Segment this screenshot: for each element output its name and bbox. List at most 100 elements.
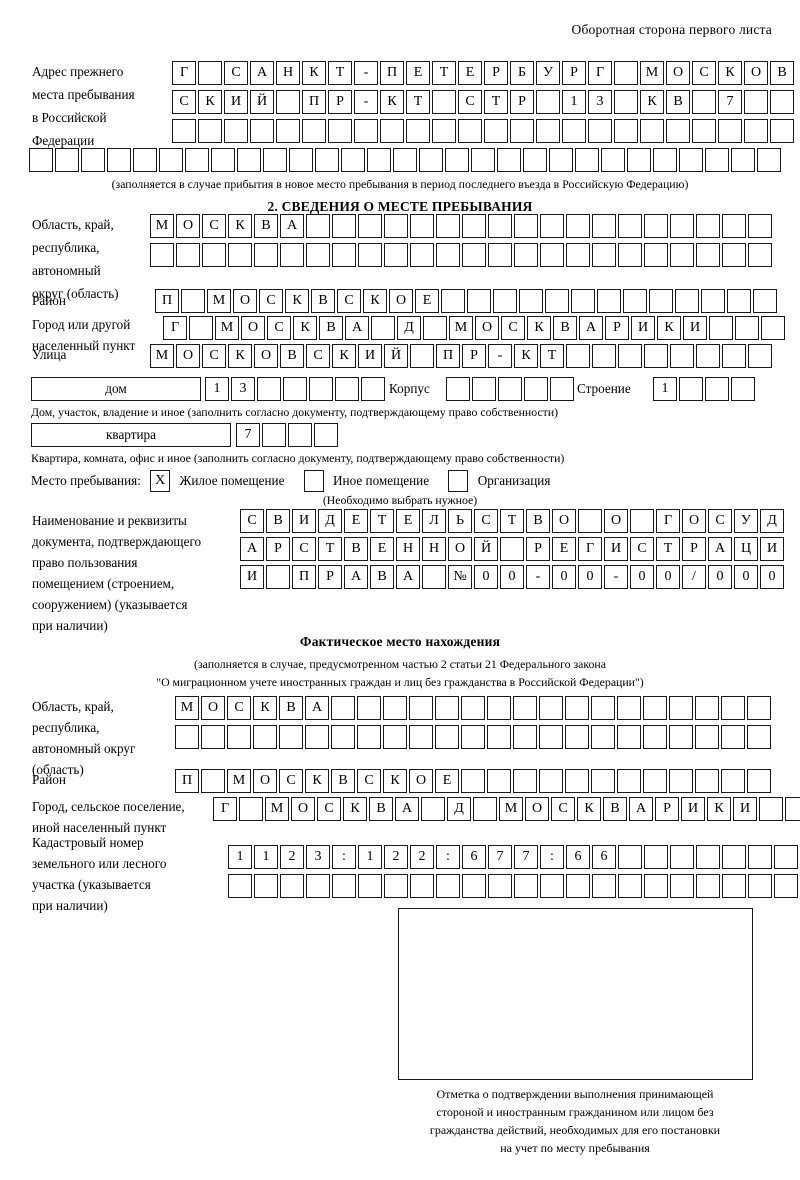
document-row-3[interactable]: И П Р А В А № 0 0-0 0-0 0/0 0 0	[240, 565, 786, 589]
char-cell[interactable]: С	[227, 696, 251, 720]
char-cell[interactable]	[462, 214, 486, 238]
char-cell[interactable]: А	[250, 61, 274, 85]
char-cell[interactable]: Д	[318, 509, 342, 533]
char-cell[interactable]: 0	[708, 565, 732, 589]
char-cell[interactable]: Н	[276, 61, 300, 85]
char-cell[interactable]: 1	[254, 845, 278, 869]
char-cell[interactable]: Т	[540, 344, 564, 368]
char-cell[interactable]: В	[369, 797, 393, 821]
char-cell[interactable]: А	[396, 565, 420, 589]
char-cell[interactable]: С	[458, 90, 482, 114]
char-cell[interactable]	[669, 725, 693, 749]
char-cell[interactable]: 1	[228, 845, 252, 869]
char-cell[interactable]: Е	[435, 769, 459, 793]
char-cell[interactable]: 0	[500, 565, 524, 589]
char-cell[interactable]: К	[343, 797, 367, 821]
char-cell[interactable]	[718, 119, 742, 143]
char-cell[interactable]: К	[640, 90, 664, 114]
checkbox-organization[interactable]	[448, 469, 469, 492]
char-cell[interactable]	[421, 797, 445, 821]
char-cell[interactable]	[617, 769, 641, 793]
char-cell[interactable]: С	[708, 509, 732, 533]
char-cell[interactable]: А	[708, 537, 732, 561]
char-cell[interactable]: О	[475, 316, 499, 340]
char-cell[interactable]	[254, 874, 278, 898]
char-cell[interactable]	[540, 874, 564, 898]
char-cell[interactable]: У	[536, 61, 560, 85]
char-cell[interactable]	[107, 148, 131, 172]
char-cell[interactable]: К	[198, 90, 222, 114]
char-cell[interactable]	[211, 148, 235, 172]
char-cell[interactable]	[679, 148, 703, 172]
char-cell[interactable]: М	[499, 797, 523, 821]
char-cell[interactable]: М	[640, 61, 664, 85]
char-cell[interactable]	[540, 243, 564, 267]
char-cell[interactable]	[253, 725, 277, 749]
char-cell[interactable]: Й	[384, 344, 408, 368]
char-cell[interactable]	[436, 214, 460, 238]
char-cell[interactable]	[133, 148, 157, 172]
char-cell[interactable]: К	[293, 316, 317, 340]
char-cell[interactable]: О	[682, 509, 706, 533]
char-cell[interactable]: Ц	[734, 537, 758, 561]
char-cell[interactable]	[670, 214, 694, 238]
korpus-cells[interactable]	[446, 377, 576, 401]
char-cell[interactable]: Т	[500, 509, 524, 533]
char-cell[interactable]	[731, 148, 755, 172]
char-cell[interactable]: Г	[172, 61, 196, 85]
char-cell[interactable]: У	[734, 509, 758, 533]
char-cell[interactable]	[358, 874, 382, 898]
char-cell[interactable]	[461, 769, 485, 793]
char-cell[interactable]: О	[241, 316, 265, 340]
char-cell[interactable]	[721, 696, 745, 720]
char-cell[interactable]	[55, 148, 79, 172]
char-cell[interactable]: П	[155, 289, 179, 313]
char-cell[interactable]	[263, 148, 287, 172]
char-cell[interactable]	[371, 316, 395, 340]
char-cell[interactable]: В	[370, 565, 394, 589]
char-cell[interactable]	[484, 119, 508, 143]
char-cell[interactable]: С	[279, 769, 303, 793]
char-cell[interactable]: А	[344, 565, 368, 589]
char-cell[interactable]	[644, 874, 668, 898]
char-cell[interactable]	[250, 119, 274, 143]
char-cell[interactable]	[643, 725, 667, 749]
char-cell[interactable]	[175, 725, 199, 749]
char-cell[interactable]	[695, 696, 719, 720]
char-cell[interactable]: В	[254, 214, 278, 238]
char-cell[interactable]	[630, 509, 654, 533]
char-cell[interactable]	[510, 119, 534, 143]
char-cell[interactable]	[774, 845, 798, 869]
char-cell[interactable]	[335, 377, 359, 401]
char-cell[interactable]: Е	[370, 537, 394, 561]
prev-address-row-3[interactable]	[172, 119, 796, 143]
char-cell[interactable]	[592, 214, 616, 238]
char-cell[interactable]	[441, 289, 465, 313]
char-cell[interactable]: К	[302, 61, 326, 85]
char-cell[interactable]	[306, 874, 330, 898]
char-cell[interactable]: 0	[760, 565, 784, 589]
char-cell[interactable]	[618, 874, 642, 898]
char-cell[interactable]: 3	[231, 377, 255, 401]
char-cell[interactable]: П	[175, 769, 199, 793]
char-cell[interactable]	[545, 289, 569, 313]
char-cell[interactable]	[461, 725, 485, 749]
char-cell[interactable]	[176, 243, 200, 267]
char-cell[interactable]	[566, 214, 590, 238]
char-cell[interactable]: М	[449, 316, 473, 340]
char-cell[interactable]: А	[579, 316, 603, 340]
char-cell[interactable]: Е	[415, 289, 439, 313]
char-cell[interactable]	[761, 316, 785, 340]
char-cell[interactable]: С	[357, 769, 381, 793]
char-cell[interactable]	[383, 696, 407, 720]
char-cell[interactable]: Р	[266, 537, 290, 561]
char-cell[interactable]	[565, 696, 589, 720]
char-cell[interactable]	[747, 769, 771, 793]
prev-address-row-4[interactable]	[29, 148, 783, 172]
char-cell[interactable]	[409, 696, 433, 720]
